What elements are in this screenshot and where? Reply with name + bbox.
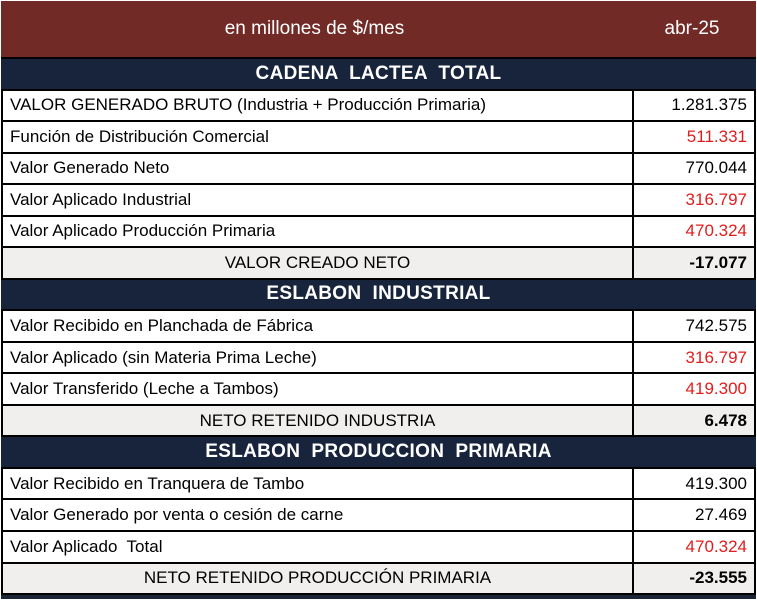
row-value: 1.281.375 (632, 90, 754, 121)
table-row: Valor Aplicado (sin Materia Prima Leche)… (1, 340, 756, 373)
row-label: Función de Distribución Comercial (10, 126, 269, 146)
summary-row-neto-retenido-industria: NETO RETENIDO INDUSTRIA 6.478 (1, 403, 756, 436)
row-value: 770.044 (632, 153, 754, 184)
row-value: 27.469 (632, 500, 754, 530)
section-title-eslabon-produccion-primaria: ESLABON PRODUCCION PRIMARIA (1, 435, 756, 467)
row-value: 511.331 (632, 122, 754, 152)
table-header: en millones de $/mes abr-25 (1, 1, 756, 57)
section-title-cadena-lactea-total: CADENA LACTEA TOTAL (1, 57, 756, 89)
table-row: Valor Aplicado Producción Primaria 470.3… (1, 214, 756, 247)
row-value: 316.797 (632, 342, 754, 373)
table-row: Valor Aplicado Total 470.324 (1, 529, 756, 562)
table-row: Valor Aplicado Industrial 316.797 (1, 183, 756, 215)
summary-value: 6.478 (632, 405, 754, 436)
summary-value: -17.077 (632, 248, 754, 278)
row-label: Valor Recibido en Tranquera de Tambo (10, 473, 305, 493)
table-title: en millones de $/mes (224, 18, 405, 39)
row-label: Valor Generado por venta o cesión de car… (10, 505, 344, 525)
row-label: Valor Aplicado (sin Materia Prima Leche) (10, 347, 317, 367)
row-label: VALOR GENERADO BRUTO (Industria + Produc… (10, 95, 486, 115)
row-label: Valor Aplicado Total (10, 536, 163, 556)
row-value: 316.797 (632, 185, 754, 215)
summary-row-neto-retenido-produccion-primaria: NETO RETENIDO PRODUCCIÓN PRIMARIA -23.55… (1, 561, 756, 596)
table-row: Valor Recibido en Planchada de Fábrica 7… (1, 309, 756, 341)
row-label: Valor Generado Neto (10, 158, 170, 178)
row-label: Valor Transferido (Leche a Tambos) (10, 379, 279, 399)
table-row: Valor Generado por venta o cesión de car… (1, 498, 756, 530)
table-row: VALOR GENERADO BRUTO (Industria + Produc… (1, 88, 756, 121)
table-row: Valor Recibido en Tranquera de Tambo 419… (1, 466, 756, 499)
summary-label: VALOR CREADO NETO (224, 252, 411, 272)
row-value: 419.300 (632, 468, 754, 499)
summary-value: -23.555 (632, 563, 754, 594)
table-row: Valor Generado Neto 770.044 (1, 151, 756, 184)
summary-label: NETO RETENIDO PRODUCCIÓN PRIMARIA (143, 568, 492, 588)
summary-label: NETO RETENIDO INDUSTRIA (199, 410, 436, 430)
section-title-eslabon-industrial: ESLABON INDUSTRIAL (1, 277, 756, 310)
row-value: 470.324 (632, 216, 754, 247)
period-label: abr-25 (664, 18, 720, 39)
summary-row-valor-creado-neto: VALOR CREADO NETO -17.077 (1, 246, 756, 278)
table-row: Valor Transferido (Leche a Tambos) 419.3… (1, 372, 756, 404)
row-label: Valor Aplicado Industrial (10, 189, 192, 209)
row-label: Valor Aplicado Producción Primaria (10, 221, 276, 241)
row-label: Valor Recibido en Planchada de Fábrica (10, 316, 314, 336)
row-value: 419.300 (632, 374, 754, 404)
row-value: 470.324 (632, 531, 754, 562)
row-value: 742.575 (632, 311, 754, 341)
table-row: Función de Distribución Comercial 511.33… (1, 120, 756, 152)
